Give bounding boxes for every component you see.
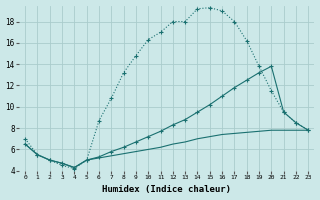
- X-axis label: Humidex (Indice chaleur): Humidex (Indice chaleur): [102, 185, 231, 194]
